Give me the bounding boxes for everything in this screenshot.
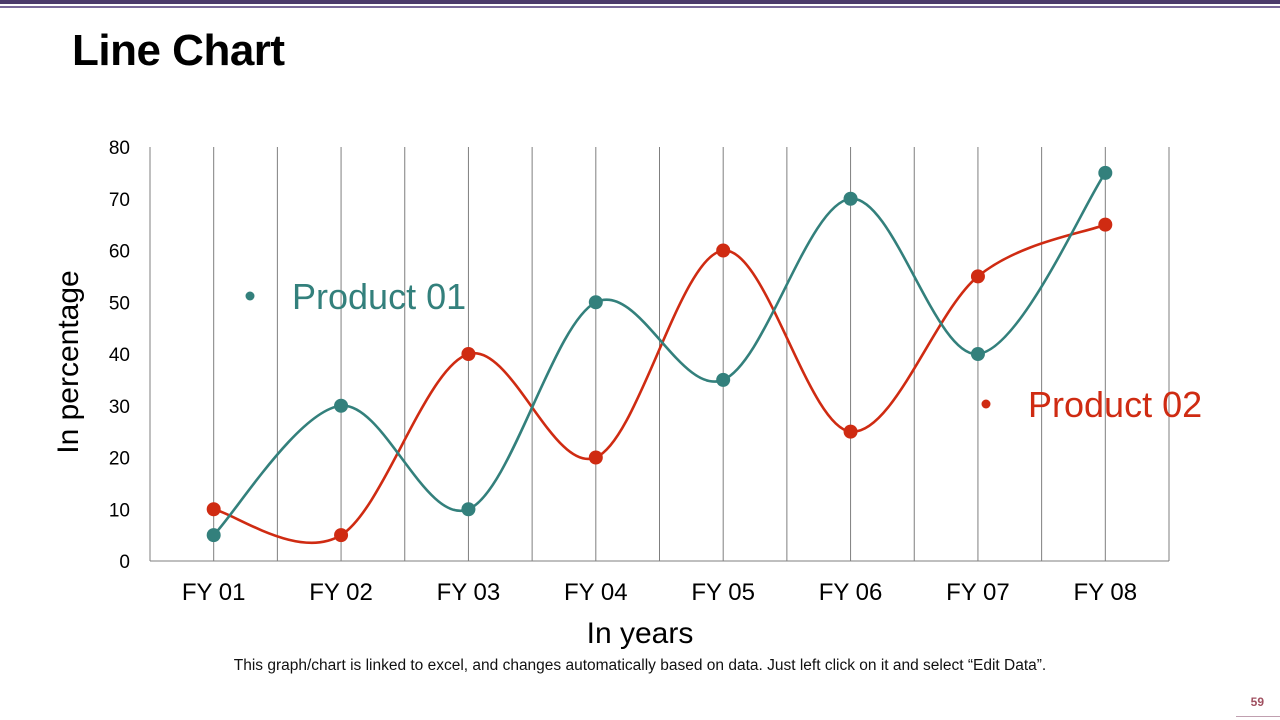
y-tick-label: 70: [109, 190, 130, 211]
data-point: [716, 372, 731, 387]
y-tick-label: 80: [109, 138, 130, 159]
data-point: [1098, 165, 1113, 180]
x-tick-label: FY 05: [691, 579, 755, 606]
data-point: [334, 398, 349, 413]
data-point: [716, 243, 731, 258]
chart-series: [206, 165, 1113, 545]
y-tick-label: 0: [119, 552, 130, 573]
slide-title: Line Chart: [72, 26, 285, 75]
data-point: [1098, 217, 1113, 232]
y-tick-label: 30: [109, 397, 130, 418]
y-tick-label: 60: [109, 242, 130, 263]
x-tick-label: FY 07: [946, 579, 1010, 606]
series-line-product-2: [213, 223, 1106, 545]
y-tick-label: 20: [109, 449, 130, 470]
x-tick-label: FY 01: [182, 579, 246, 606]
data-point: [588, 295, 603, 310]
page-number-underline: [1236, 716, 1280, 717]
x-tick-label: FY 06: [819, 579, 883, 606]
y-tick-label: 40: [109, 345, 130, 366]
footnote: This graph/chart is linked to excel, and…: [233, 657, 1047, 674]
data-point: [461, 502, 476, 517]
x-tick-label: FY 04: [564, 579, 628, 606]
x-tick-label: FY 03: [437, 579, 501, 606]
data-point: [843, 191, 858, 206]
series-label: Product 02: [1028, 384, 1202, 425]
chart-labels: 0 10 20 30 40 50 60 70 80 FY 01 FY 02 FY 03 FY 04 FY …: [52, 138, 1202, 650]
data-point: [206, 502, 221, 517]
y-axis-title: In percentage: [52, 270, 85, 453]
data-point: [588, 450, 603, 465]
page-number: 59: [1250, 695, 1264, 709]
data-point: [334, 528, 349, 543]
header-bar: [0, 0, 1280, 4]
x-tick-label: FY 08: [1074, 579, 1138, 606]
series-label: Product 01: [292, 276, 466, 317]
legend-bullet: [245, 291, 255, 301]
data-point: [843, 424, 858, 439]
data-point: [206, 528, 221, 543]
x-axis-title: In years: [587, 617, 694, 650]
data-point: [970, 269, 985, 284]
x-tick-label: FY 02: [309, 579, 373, 606]
data-point: [970, 347, 985, 361]
header-bar-accent: [0, 6, 1280, 8]
chart-grid: [149, 147, 1170, 561]
data-point: [461, 347, 476, 361]
series-line-product-1: [212, 172, 1107, 537]
y-tick-label: 50: [109, 293, 130, 314]
y-tick-label: 10: [109, 500, 130, 521]
legend-bullet: [981, 399, 991, 409]
